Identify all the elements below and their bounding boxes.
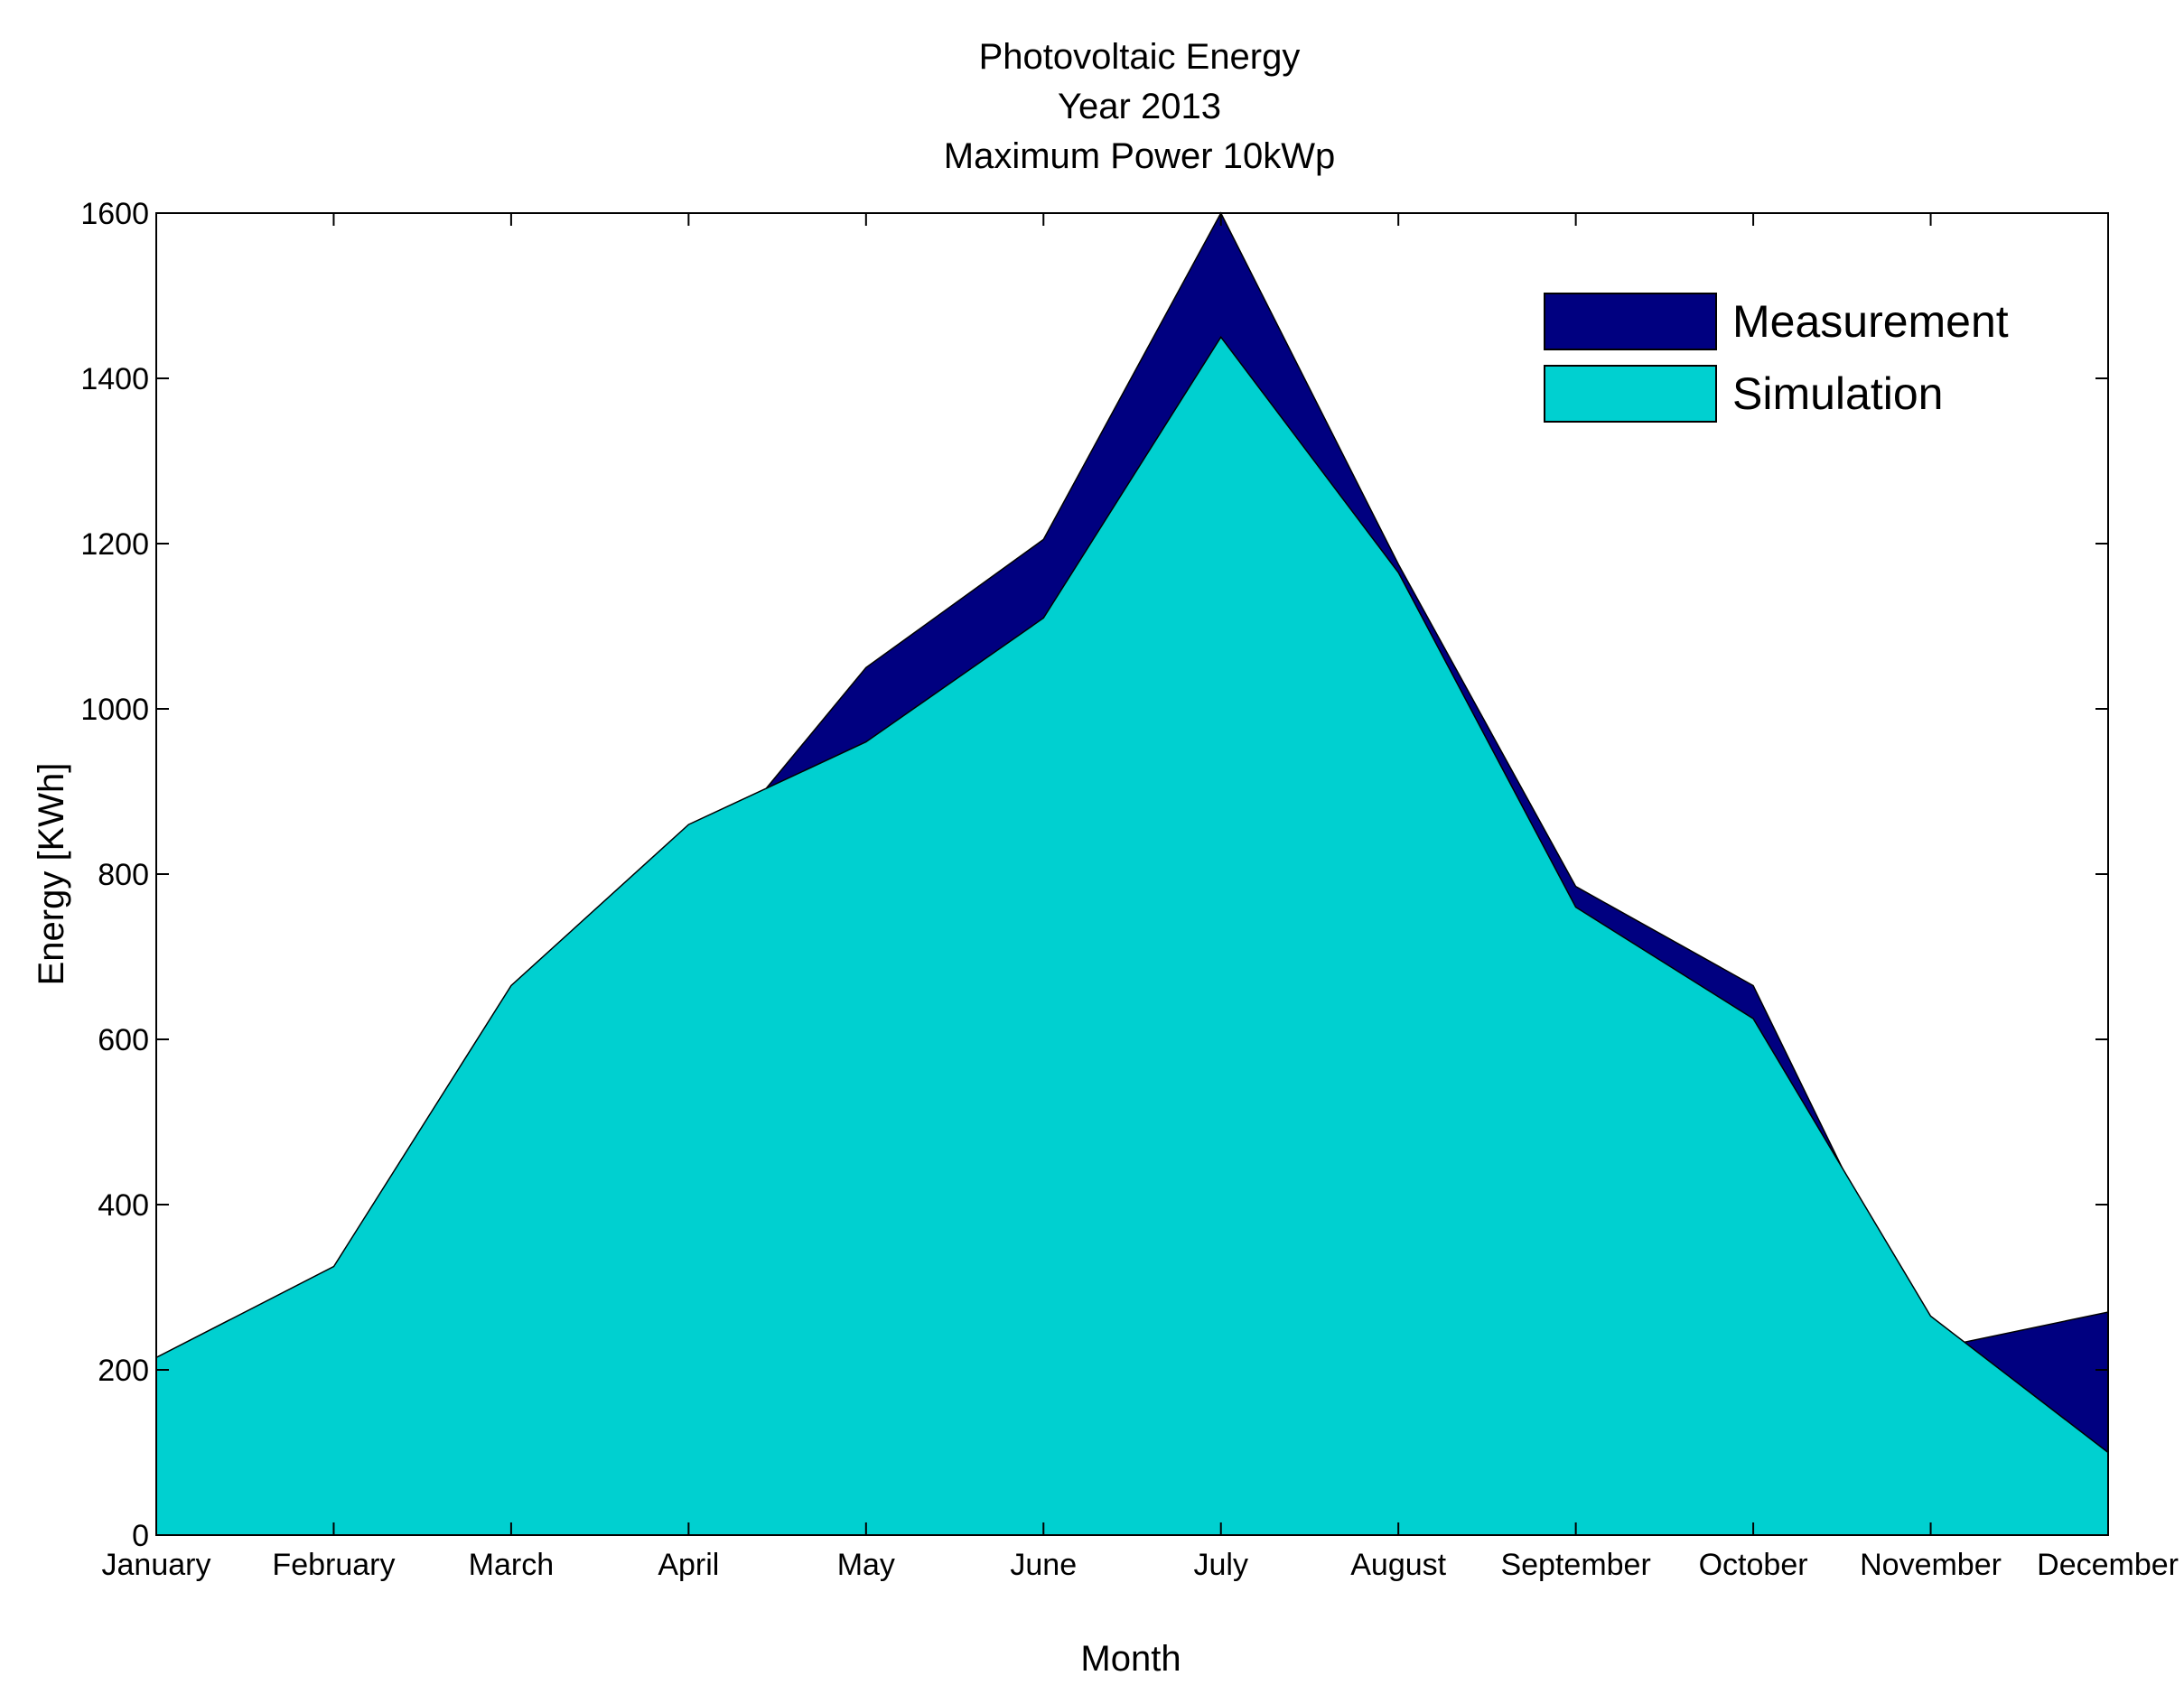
- x-tick-label: April: [658, 1548, 719, 1582]
- chart-title-line-2: Year 2013: [1058, 87, 1221, 126]
- x-tick-label: October: [1699, 1548, 1808, 1582]
- chart-title-line-1: Photovoltaic Energy: [979, 37, 1301, 77]
- y-tick-label: 400: [98, 1188, 149, 1223]
- legend: Measurement Simulation: [1544, 293, 2009, 423]
- legend-swatch-measurement: [1544, 293, 1717, 350]
- x-tick-label: July: [1193, 1548, 1247, 1582]
- x-tick-label: December: [2037, 1548, 2179, 1582]
- y-tick-label: 1200: [80, 527, 149, 562]
- axes: 0 200 400 600 800 1000 1200 1400 1600 January Febr…: [80, 197, 2179, 1582]
- x-tick-label: September: [1500, 1548, 1650, 1582]
- y-tick-label: 800: [98, 858, 149, 892]
- y-tick-label: 0: [132, 1519, 149, 1553]
- x-axis-label: Month: [1080, 1639, 1181, 1679]
- legend-label-measurement: Measurement: [1732, 296, 2009, 347]
- plot-area: [155, 211, 2109, 1536]
- y-axis-label: Energy [KWh]: [32, 763, 71, 986]
- chart-title-line-3: Maximum Power 10kWp: [944, 136, 1335, 176]
- y-tick-label: 200: [98, 1354, 149, 1388]
- x-tick-label: November: [1860, 1548, 2002, 1582]
- x-tick-label: August: [1350, 1548, 1446, 1582]
- y-tick-label: 1400: [80, 362, 149, 396]
- y-tick-label: 1000: [80, 693, 149, 727]
- legend-label-simulation: Simulation: [1732, 368, 1943, 419]
- x-tick-label: March: [469, 1548, 554, 1582]
- x-tick-label: January: [102, 1548, 211, 1582]
- x-tick-label: May: [837, 1548, 895, 1582]
- x-tick-label: June: [1010, 1548, 1077, 1582]
- legend-swatch-simulation: [1544, 365, 1717, 423]
- y-tick-label: 1600: [80, 197, 149, 231]
- area-simulation: [155, 335, 2109, 1536]
- y-tick-label: 600: [98, 1023, 149, 1057]
- x-tick-label: February: [272, 1548, 395, 1582]
